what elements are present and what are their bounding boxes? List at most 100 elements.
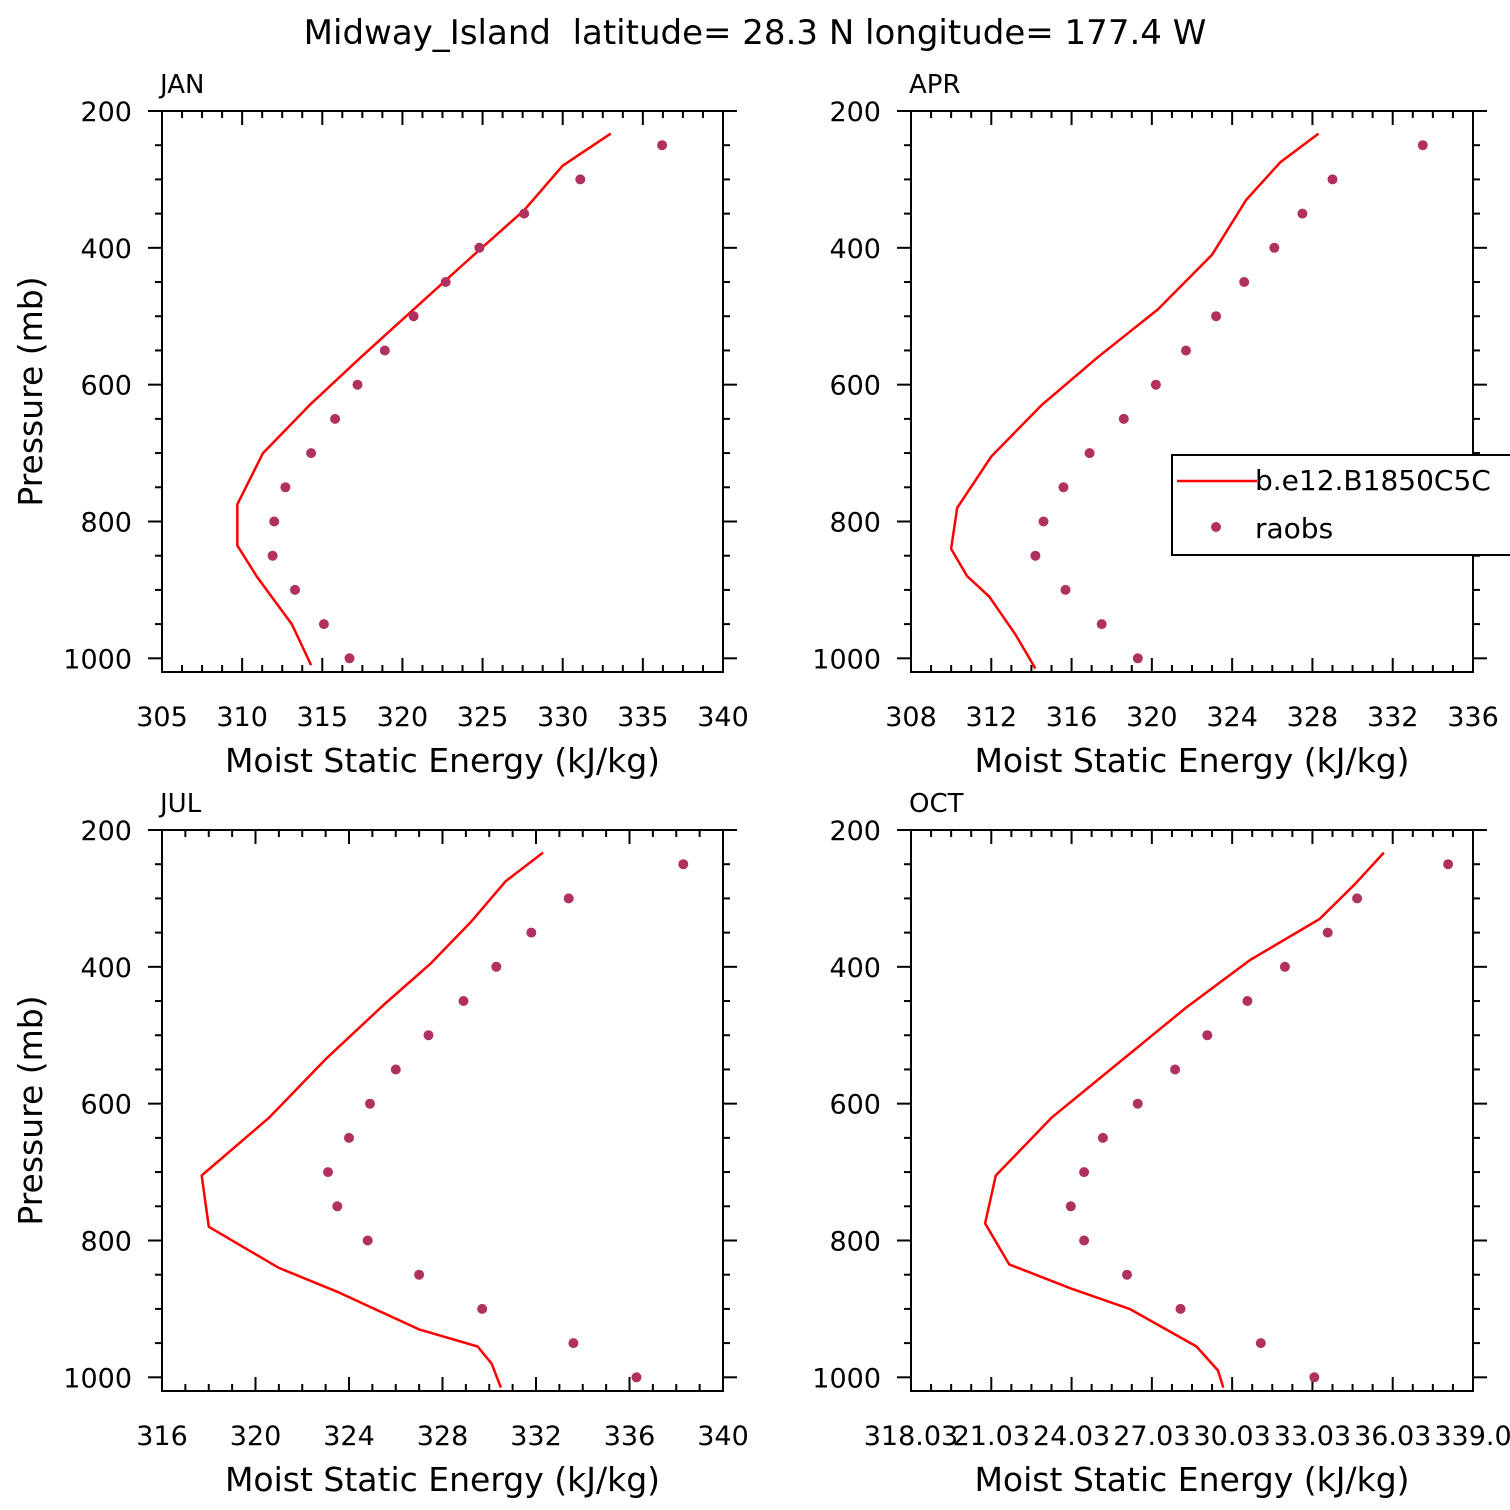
obs-point [1132, 1098, 1143, 1109]
legend: b.e12.B1850C5C raobs [1171, 454, 1510, 556]
x-tick-label: 315 [297, 702, 349, 733]
y-tick-label: 600 [80, 1090, 132, 1121]
x-tick-label: 320 [377, 702, 429, 733]
obs-point [1443, 859, 1454, 870]
obs-point [1065, 1201, 1076, 1212]
x-tick-label: 318.03 [864, 1421, 958, 1452]
obs-point [1118, 413, 1129, 424]
panel-jul: 316 320 324 328 332 336 340 200 400 600 800 1000 JUL… [11, 789, 749, 1499]
y-axis-label: Pressure (mb) [11, 276, 50, 506]
panel-title: APR [909, 70, 961, 100]
y-tick-label: 200 [80, 97, 132, 128]
obs-point [1060, 584, 1071, 595]
obs-point [1079, 1167, 1090, 1178]
obs-point [458, 996, 469, 1006]
obs-point [563, 893, 574, 904]
x-tick-label: 310 [216, 702, 268, 733]
obs-point [1030, 550, 1041, 561]
obs-point [365, 1098, 375, 1109]
y-tick-label: 1000 [812, 644, 881, 675]
obs-point [526, 927, 537, 938]
x-tick-label: 308 [885, 702, 937, 733]
obs-point [568, 1338, 579, 1349]
obs-point [323, 1167, 333, 1178]
obs-point [491, 961, 502, 972]
panel-jan: 305 310 315 320 325 330 335 340 200 400 600 800 1000… [11, 70, 749, 780]
model-series-line [236, 132, 612, 666]
x-tick-label: 340 [697, 702, 749, 733]
obs-point [1175, 1303, 1186, 1314]
y-tick-label: 200 [829, 816, 881, 847]
x-tick-label: 335 [617, 702, 669, 733]
obs-point [352, 379, 363, 390]
x-tick-label: 27.03 [1113, 1421, 1190, 1452]
y-tick-label: 600 [80, 371, 132, 402]
panel-title: JUL [158, 789, 202, 819]
plot-frame [161, 829, 724, 1392]
obs-point [678, 859, 689, 870]
legend-obs-label: raobs [1255, 512, 1333, 545]
obs-point [423, 1030, 434, 1041]
x-tick-label: 312 [966, 702, 1018, 733]
obs-point [1038, 516, 1049, 527]
obs-point [575, 174, 586, 185]
x-tick-label: 328 [417, 1421, 469, 1452]
x-axis-label: Moist Static Energy (kJ/kg) [974, 741, 1409, 780]
obs-point [362, 1235, 373, 1246]
y-tick-label: 400 [829, 953, 881, 984]
obs-point [1242, 996, 1253, 1006]
x-tick-label: 320 [230, 1421, 282, 1452]
y-tick-label: 800 [829, 507, 881, 538]
obs-point [1181, 345, 1191, 356]
obs-point [318, 619, 329, 630]
obs-point [1150, 379, 1161, 390]
obs-point [414, 1269, 425, 1280]
x-tick-label: 33.03 [1274, 1421, 1351, 1452]
obs-point [330, 413, 341, 424]
panel-title: JAN [158, 70, 204, 100]
obs-point [657, 140, 668, 151]
obs-point [477, 1303, 488, 1314]
x-axis-label: Moist Static Energy (kJ/kg) [225, 741, 660, 780]
x-tick-label: 332 [510, 1421, 562, 1452]
obs-point [379, 345, 390, 356]
x-tick-label: 336 [1447, 702, 1499, 733]
y-tick-label: 400 [80, 953, 132, 984]
x-tick-label: 30.03 [1193, 1421, 1270, 1452]
y-tick-label: 800 [829, 1226, 881, 1257]
legend-box [1171, 454, 1510, 556]
plot-frame [161, 110, 724, 673]
obs-point [1079, 1235, 1090, 1246]
y-tick-label: 1000 [63, 644, 132, 675]
model-series-line [983, 851, 1385, 1388]
obs-point [344, 653, 355, 664]
obs-point [1097, 1132, 1108, 1143]
x-tick-label: 320 [1126, 702, 1178, 733]
x-tick-label: 340 [697, 1421, 749, 1452]
y-tick-label: 600 [829, 371, 881, 402]
legend-model-label: b.e12.B1850C5C [1255, 464, 1491, 497]
obs-point [1170, 1064, 1181, 1075]
obs-point [440, 277, 451, 287]
model-series-line [949, 132, 1320, 670]
obs-point [1309, 1372, 1320, 1383]
y-tick-label: 200 [80, 816, 132, 847]
obs-point [344, 1132, 354, 1143]
obs-point [1084, 448, 1095, 459]
x-tick-label: 305 [136, 702, 188, 733]
x-tick-label: 316 [1046, 702, 1098, 733]
x-tick-label: 330 [537, 702, 589, 733]
x-tick-label: 332 [1367, 702, 1419, 733]
y-tick-label: 800 [80, 1226, 132, 1257]
obs-point [1327, 174, 1338, 185]
obs-point [1269, 242, 1280, 253]
panels-group: 305 310 315 320 325 330 335 340 200 400 600 800 1000… [11, 70, 1510, 1499]
x-tick-label: 339.0 [1434, 1421, 1510, 1452]
obs-point [1096, 619, 1107, 630]
x-tick-label: 316 [136, 1421, 188, 1452]
obs-point [631, 1372, 642, 1383]
x-tick-label: 21.03 [953, 1421, 1030, 1452]
x-tick-label: 325 [457, 702, 509, 733]
obs-point [290, 584, 300, 595]
